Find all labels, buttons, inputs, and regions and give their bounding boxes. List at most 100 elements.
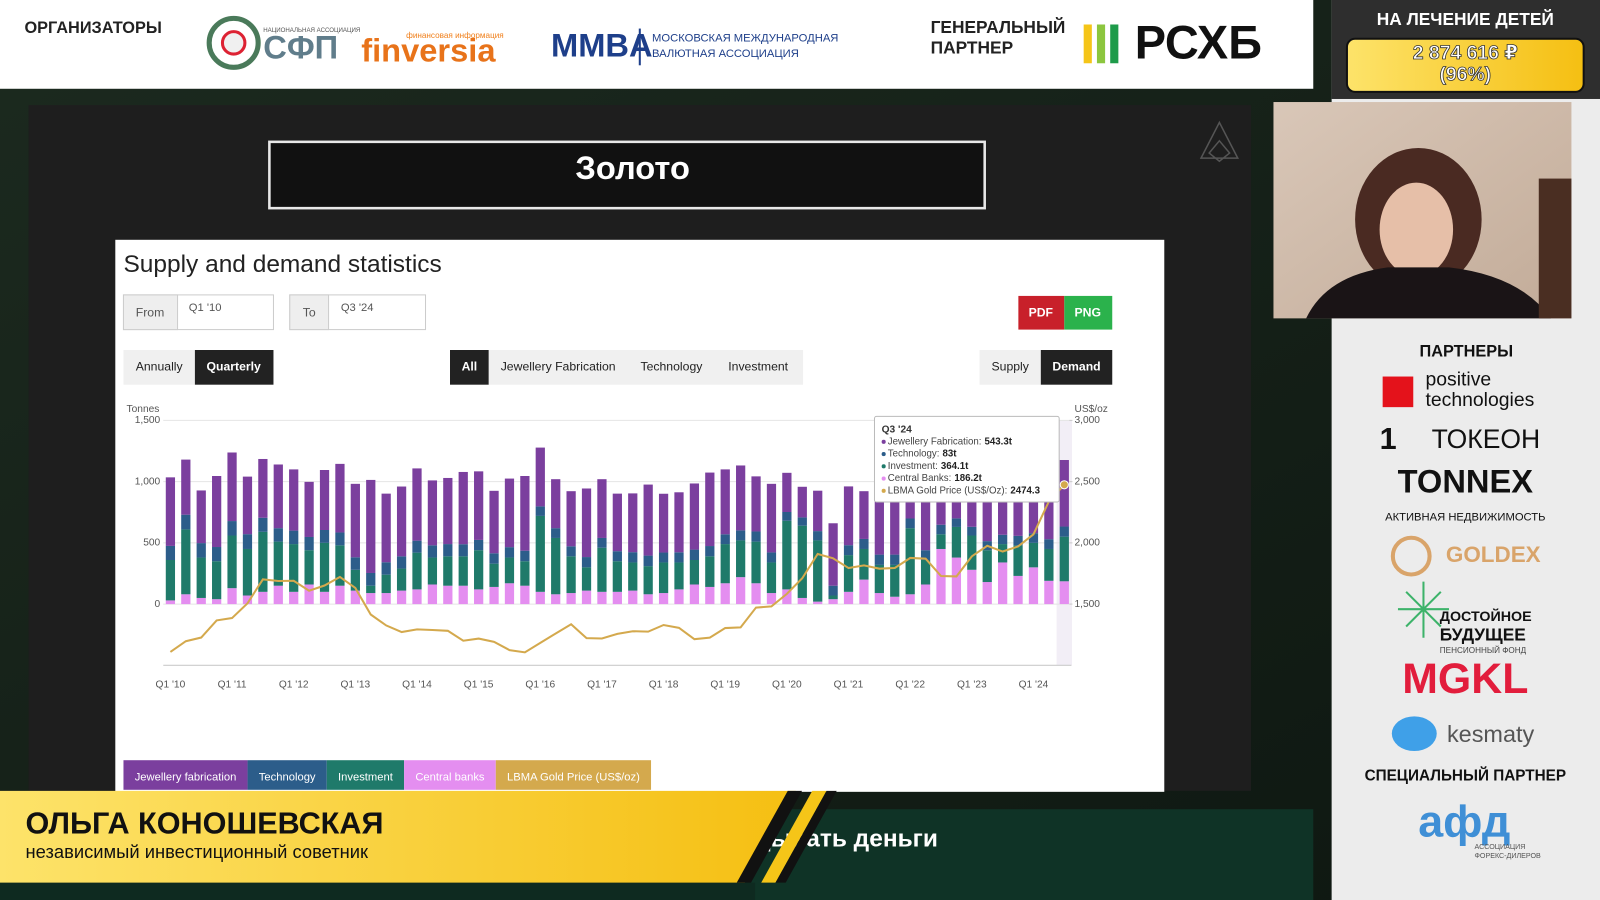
bar-segment <box>920 550 931 560</box>
png-button-label[interactable]: PNG <box>1074 305 1101 319</box>
afd-caption: АССОЦИАЦИЯ <box>1474 843 1525 851</box>
bar-segment <box>797 517 807 526</box>
bar-segment <box>381 574 391 594</box>
bar-segment <box>196 543 206 558</box>
filter-label[interactable]: Jewellery Fabrication <box>501 360 616 374</box>
supply-label[interactable]: Supply <box>991 360 1029 374</box>
name-plate <box>0 790 796 883</box>
bar-segment <box>412 589 422 605</box>
annually-label[interactable]: Annually <box>136 360 184 374</box>
bar-segment <box>797 525 807 598</box>
bar-segment <box>489 563 499 587</box>
legend-label[interactable]: Jewellery fabrication <box>135 772 237 784</box>
organizers-label: ОРГАНИЗАТОРЫ <box>24 19 161 37</box>
bar-segment <box>766 483 777 553</box>
tooltip-value: 83t <box>943 449 958 460</box>
bar-segment <box>427 557 438 585</box>
filter-label[interactable]: Technology <box>640 360 703 374</box>
bar-segment <box>658 552 669 563</box>
bar-segment <box>998 544 1008 563</box>
bar-segment <box>905 594 915 605</box>
bar-segment <box>736 530 746 541</box>
bar-segment <box>720 583 730 605</box>
to-value[interactable]: Q3 '24 <box>341 302 374 314</box>
bar-segment <box>581 590 592 605</box>
bar-segment <box>381 493 391 563</box>
legend-item[interactable] <box>326 760 405 790</box>
bar-segment <box>427 584 438 605</box>
quarterly-button[interactable] <box>194 350 274 385</box>
x-tick-label: Q1 '16 <box>525 679 555 690</box>
bar-segment <box>920 491 931 551</box>
bar-segment <box>982 482 992 542</box>
tokeon-mark: 1 <box>1380 422 1397 456</box>
filter-label[interactable]: All <box>462 360 478 374</box>
bar-segment <box>412 540 422 553</box>
bar-segment <box>658 493 669 553</box>
legend-label[interactable]: Technology <box>259 772 316 784</box>
bar-segment <box>335 585 345 605</box>
bar-segment <box>1028 533 1039 543</box>
annually-button[interactable] <box>123 350 195 385</box>
bar-segment <box>843 555 854 592</box>
db-logo: ДОСТОЙНОЕ <box>1440 607 1532 625</box>
legend-label[interactable]: Investment <box>338 772 394 784</box>
bar-segment <box>242 534 253 549</box>
bar-segment <box>474 589 484 605</box>
from-value[interactable]: Q1 '10 <box>189 302 222 314</box>
filter-all[interactable] <box>450 350 489 385</box>
bar-segment <box>319 530 330 543</box>
pdf-button[interactable] <box>1018 295 1065 330</box>
bar-segment <box>1028 567 1039 605</box>
bar-segment <box>366 479 376 573</box>
bar-segment <box>689 483 700 550</box>
bar-segment <box>319 591 330 605</box>
supply-button[interactable] <box>979 350 1041 385</box>
webcam-chair <box>1538 178 1572 319</box>
demand-label[interactable]: Demand <box>1052 360 1100 374</box>
bar-segment <box>674 552 684 563</box>
tooltip-dot <box>881 439 886 444</box>
demand-button[interactable] <box>1040 350 1113 385</box>
bar-segment <box>1013 545 1023 576</box>
x-tick-label: Q1 '11 <box>218 679 247 690</box>
bar-segment <box>443 556 453 586</box>
legend-label[interactable]: Central banks <box>415 772 485 784</box>
bar-segment <box>828 599 838 605</box>
bar-segment <box>920 560 931 585</box>
filter-label[interactable]: Investment <box>728 360 788 374</box>
bar-segment <box>658 562 669 594</box>
bar-segment <box>273 585 283 605</box>
header-bar <box>0 0 1314 89</box>
bar-segment <box>350 590 360 605</box>
bar-segment <box>813 601 823 605</box>
bar-segment <box>289 469 299 531</box>
bar-segment <box>273 528 283 542</box>
bar-segment <box>859 579 869 605</box>
tooltip-value: 543.3t <box>985 436 1013 447</box>
png-button[interactable] <box>1064 295 1113 330</box>
quarterly-label[interactable]: Quarterly <box>206 360 261 374</box>
x-tick-label: Q1 '22 <box>895 679 925 690</box>
legend-item[interactable] <box>495 760 652 790</box>
bar-segment <box>982 582 992 605</box>
legend-item[interactable] <box>404 760 496 790</box>
webcam-person <box>1379 182 1454 277</box>
x-tick-label: Q1 '17 <box>587 679 617 690</box>
bar-segment <box>658 593 669 605</box>
bar-segment <box>782 472 792 512</box>
legend-item[interactable] <box>123 760 248 790</box>
bar-segment <box>998 471 1008 535</box>
bar-segment <box>165 560 176 601</box>
pdf-button-label[interactable]: PDF <box>1029 305 1054 319</box>
legend-item[interactable] <box>247 760 327 790</box>
legend-label[interactable]: LBMA Gold Price (US$/oz) <box>507 772 640 784</box>
gold-price-line <box>169 484 1066 654</box>
legend: Jewellery fabrication Technology Investmen… <box>123 760 652 790</box>
bar-segment <box>597 547 607 592</box>
tooltip-value: 2474.3 <box>1010 485 1040 496</box>
bar-segment <box>366 585 376 594</box>
bar-segment <box>443 544 453 557</box>
bar-segment <box>1028 474 1039 534</box>
